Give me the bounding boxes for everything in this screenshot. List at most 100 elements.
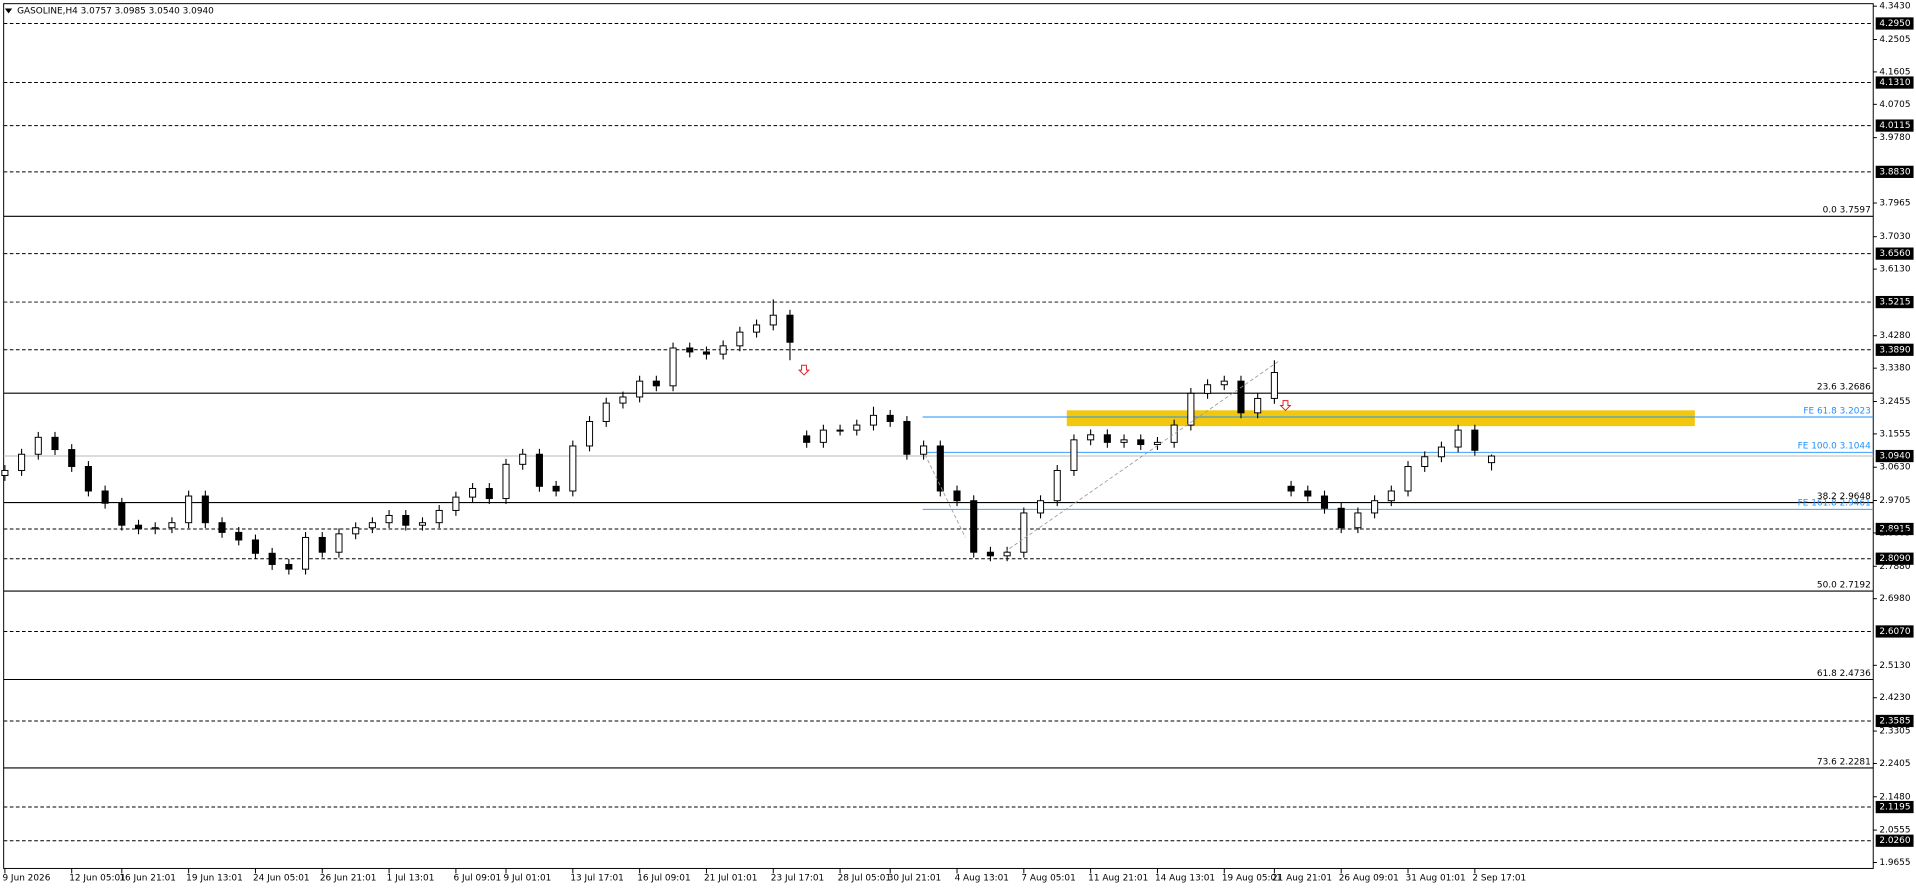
candle-body	[51, 436, 59, 451]
candle-body	[1204, 384, 1212, 394]
candle-body	[218, 522, 226, 533]
x-tick-label: 16 Jun 21:01	[119, 874, 176, 884]
level-label: 4.2950	[1879, 19, 1911, 29]
x-tick-label: 21 Jul 01:01	[704, 874, 757, 884]
candle-body	[18, 453, 26, 471]
candle-body	[1387, 490, 1395, 502]
candle-body	[151, 527, 159, 530]
candle-body	[519, 453, 527, 465]
candle-body	[268, 552, 276, 565]
candle-body	[1020, 512, 1028, 553]
candle-body	[134, 524, 143, 530]
sell-arrow	[797, 364, 811, 376]
candle-body	[953, 490, 961, 502]
candle-body	[602, 402, 610, 422]
x-tick-label: 26 Jun 21:01	[320, 874, 377, 884]
candle-body	[485, 487, 493, 500]
y-tick-label: 4.0705	[1879, 100, 1910, 110]
x-tick-label: 19 Aug 05:01	[1222, 874, 1282, 884]
plot-frame	[3, 3, 1874, 869]
level-label-box	[1875, 714, 1914, 728]
x-tick-label: 13 Jul 17:01	[570, 874, 623, 884]
candle-body	[1270, 372, 1278, 399]
candle-body	[786, 314, 794, 343]
y-tick-label: 3.4280	[1879, 331, 1911, 341]
x-tick-label: 6 Jul 09:01	[453, 874, 501, 884]
level-label: 2.0260	[1879, 836, 1911, 846]
x-tick-label: 28 Jul 05:01	[838, 874, 891, 884]
fib-label: 23.6 3.2686	[1817, 383, 1871, 393]
y-tick-label: 2.4230	[1879, 693, 1911, 703]
candle-body	[1087, 434, 1095, 441]
level-label-box	[1875, 343, 1914, 356]
candle-body	[1070, 439, 1078, 471]
candle-body	[535, 453, 543, 487]
y-tick-label: 3.1555	[1879, 429, 1910, 439]
candle-body	[936, 445, 944, 492]
y-tick-label: 4.3430	[1879, 2, 1911, 12]
y-tick-label: 3.3380	[1879, 364, 1911, 374]
candle-body	[1487, 455, 1496, 464]
level-label-box	[1875, 834, 1914, 847]
candle-body	[1220, 380, 1228, 386]
candle-body	[1421, 456, 1429, 467]
menu-arrow[interactable]	[4, 8, 13, 14]
candle-body	[886, 414, 894, 422]
level-label-box	[1875, 165, 1914, 178]
fib-label: 38.2 2.9648	[1817, 492, 1871, 502]
level-label: 4.1310	[1879, 78, 1911, 88]
y-tick-label: 3.0630	[1879, 463, 1911, 473]
x-tick-label: 26 Aug 09:01	[1339, 874, 1399, 884]
level-label-box	[1875, 295, 1914, 309]
candle-body	[435, 509, 443, 524]
candle-body	[1437, 446, 1445, 458]
candle-body	[669, 347, 677, 387]
candle-body	[585, 420, 594, 447]
y-tick-label: 3.7030	[1879, 232, 1911, 242]
candle-body	[1320, 495, 1329, 509]
candle-body	[636, 380, 644, 398]
candle-body	[1254, 397, 1262, 414]
candle-body	[1120, 439, 1128, 443]
candle-body	[552, 485, 560, 492]
candle-body	[719, 345, 727, 355]
y-tick-label: 2.0555	[1879, 826, 1910, 836]
x-tick-label: 23 Jul 17:01	[771, 874, 824, 884]
candle-body	[251, 539, 259, 554]
level-label-box	[1875, 247, 1914, 260]
level-label: 2.3585	[1879, 716, 1910, 726]
x-tick-label: 7 Aug 05:01	[1021, 874, 1075, 884]
candle-body	[1454, 429, 1462, 448]
candle-body	[652, 380, 660, 387]
x-tick-label: 9 Jun 2026	[2, 874, 50, 884]
current-price-box	[1875, 449, 1914, 463]
x-tick-label: 11 Aug 21:01	[1088, 874, 1148, 884]
candle-body	[819, 429, 827, 443]
y-tick-label: 4.2505	[1879, 35, 1910, 45]
candle-body	[201, 495, 209, 524]
candle-body	[1, 469, 9, 476]
x-tick-label: 1 Jul 13:01	[387, 874, 435, 884]
zone	[1066, 410, 1695, 427]
x-tick-label: 2 Sep 17:01	[1472, 874, 1526, 884]
level-label: 2.8915	[1879, 524, 1910, 534]
zone-layer	[1066, 410, 1695, 427]
candle-body	[1287, 485, 1295, 492]
candle-body	[1153, 441, 1162, 446]
level-label: 2.8090	[1879, 554, 1911, 564]
level-label-box	[1875, 522, 1914, 536]
y-tick-label: 3.2455	[1879, 397, 1910, 407]
candle-body	[686, 347, 694, 353]
candle-body	[986, 551, 994, 557]
candle-body	[352, 527, 360, 535]
y-tick-label: 4.1605	[1879, 67, 1910, 77]
fe-trendline	[1004, 361, 1279, 553]
level-label: 3.8830	[1879, 167, 1911, 177]
candle-body	[1003, 551, 1011, 557]
candle-body	[502, 463, 510, 500]
fe-label: FE 161.8 2.9461	[1798, 499, 1871, 509]
sell-arrow	[1279, 400, 1292, 412]
candle-body	[235, 531, 243, 541]
y-tick-label: 3.9780	[1879, 133, 1911, 143]
candle-body	[1237, 380, 1245, 414]
